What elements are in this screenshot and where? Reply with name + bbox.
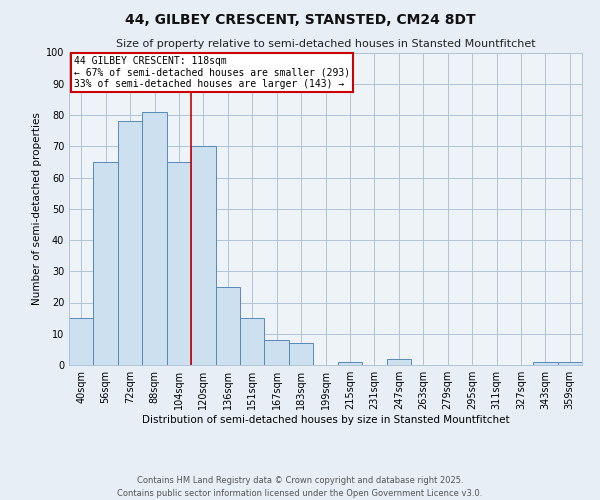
Text: 44, GILBEY CRESCENT, STANSTED, CM24 8DT: 44, GILBEY CRESCENT, STANSTED, CM24 8DT xyxy=(125,12,475,26)
Title: Size of property relative to semi-detached houses in Stansted Mountfitchet: Size of property relative to semi-detach… xyxy=(116,39,535,49)
Bar xyxy=(215,287,240,365)
Bar xyxy=(289,343,313,365)
Text: 44 GILBEY CRESCENT: 118sqm
← 67% of semi-detached houses are smaller (293)
33% o: 44 GILBEY CRESCENT: 118sqm ← 67% of semi… xyxy=(74,56,350,89)
Bar xyxy=(167,162,191,365)
Y-axis label: Number of semi-detached properties: Number of semi-detached properties xyxy=(32,112,41,305)
Bar xyxy=(557,362,582,365)
Bar xyxy=(118,121,142,365)
Text: Contains HM Land Registry data © Crown copyright and database right 2025.
Contai: Contains HM Land Registry data © Crown c… xyxy=(118,476,482,498)
Bar xyxy=(142,112,167,365)
Bar xyxy=(191,146,215,365)
X-axis label: Distribution of semi-detached houses by size in Stansted Mountfitchet: Distribution of semi-detached houses by … xyxy=(142,415,509,425)
Bar xyxy=(386,359,411,365)
Bar xyxy=(69,318,94,365)
Bar xyxy=(94,162,118,365)
Bar xyxy=(240,318,265,365)
Bar xyxy=(338,362,362,365)
Bar xyxy=(533,362,557,365)
Bar xyxy=(265,340,289,365)
